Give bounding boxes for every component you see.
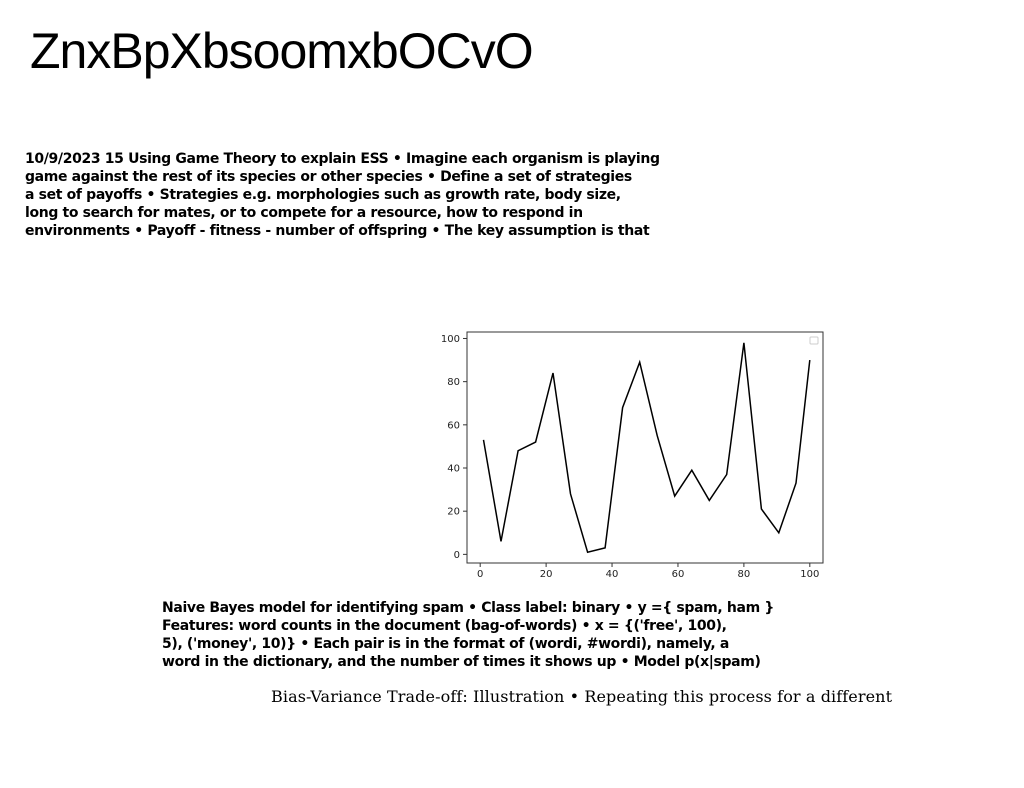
plot-frame xyxy=(466,331,824,564)
y-tick-label: 0 xyxy=(454,550,460,561)
line-chart: 0 20 40 60 80 100 0 20 40 60 80 100 xyxy=(430,325,830,585)
x-tick-label: 40 xyxy=(606,569,619,580)
paragraph-line: Features: word counts in the document (b… xyxy=(162,618,727,634)
paragraph-line: 10/9/2023 15 Using Game Theory to explai… xyxy=(25,151,660,167)
naive-bayes-paragraph: Naive Bayes model for identifying spam •… xyxy=(162,599,812,671)
game-theory-paragraph: 10/9/2023 15 Using Game Theory to explai… xyxy=(25,150,705,240)
paragraph-line: a set of payoffs • Strategies e.g. morph… xyxy=(25,187,621,203)
bias-variance-line: Bias-Variance Trade-off: Illustration • … xyxy=(271,687,893,706)
y-tick-label: 40 xyxy=(447,464,460,475)
line-chart-svg: 0 20 40 60 80 100 0 20 40 60 80 100 xyxy=(441,331,824,580)
x-tick-label: 80 xyxy=(738,569,751,580)
paragraph-line: word in the dictionary, and the number o… xyxy=(162,654,761,670)
x-tick-label: 20 xyxy=(540,569,553,580)
x-tick-label: 100 xyxy=(800,569,819,580)
paragraph-line: environments • Payoff - fitness - number… xyxy=(25,223,650,239)
paragraph-line: Naive Bayes model for identifying spam •… xyxy=(162,600,774,616)
y-tick-label: 20 xyxy=(447,507,460,518)
page-title: ZnxBpXbsoomxbOCvO xyxy=(30,23,534,79)
y-tick-label: 80 xyxy=(447,377,460,388)
x-tick-label: 0 xyxy=(477,569,483,580)
series-line xyxy=(482,342,811,554)
x-tick-label: 60 xyxy=(672,569,685,580)
paragraph-line: long to search for mates, or to compete … xyxy=(25,205,583,221)
y-tick-label: 60 xyxy=(447,420,460,431)
paragraph-line: 5), ('money', 10)} • Each pair is in the… xyxy=(162,636,729,652)
paragraph-line: game against the rest of its species or … xyxy=(25,169,632,185)
y-tick-label: 100 xyxy=(441,334,460,345)
legend-box xyxy=(809,336,819,345)
